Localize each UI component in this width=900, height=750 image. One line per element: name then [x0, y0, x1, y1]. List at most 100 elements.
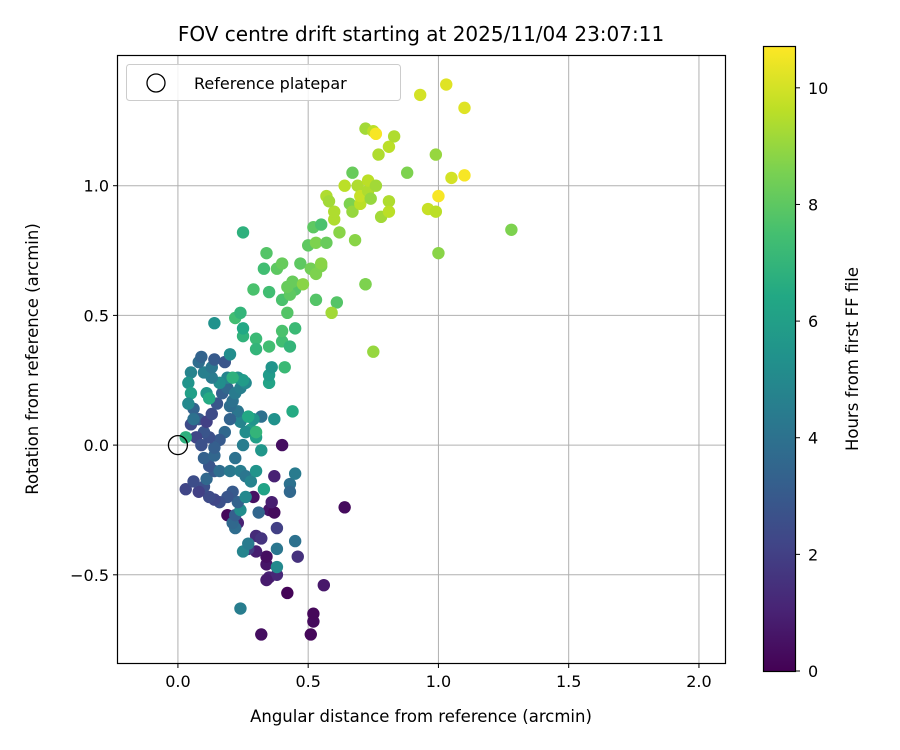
data-point [182, 397, 195, 410]
data-point [296, 278, 310, 291]
data-point [325, 306, 338, 320]
data-point [187, 412, 200, 426]
data-point [322, 195, 336, 208]
data-point [458, 169, 471, 182]
data-point [202, 392, 216, 405]
data-point [315, 257, 328, 270]
data-point [234, 602, 247, 615]
data-point [262, 285, 276, 299]
data-point [364, 192, 377, 205]
legend-box [126, 64, 401, 101]
data-point [328, 205, 341, 218]
data-point [346, 166, 359, 179]
colorbar-tick-label: 8 [808, 195, 818, 214]
data-point [260, 550, 273, 563]
data-point [229, 451, 242, 465]
data-point [286, 275, 299, 288]
chart-title: FOV centre drift starting at 2025/11/04 … [178, 22, 664, 46]
data-point [372, 148, 385, 161]
data-point [249, 332, 263, 345]
data-point [315, 218, 328, 231]
data-point [236, 226, 250, 239]
data-point [265, 495, 278, 509]
y-tick-label: 0.5 [84, 306, 109, 325]
data-point [291, 550, 304, 563]
data-point [223, 412, 237, 426]
data-point [317, 578, 331, 592]
data-point [268, 506, 281, 519]
data-point [346, 205, 359, 218]
data-point [309, 293, 323, 307]
data-point [288, 322, 302, 335]
data-point [445, 171, 458, 185]
data-point [382, 195, 396, 208]
data-point [239, 425, 252, 439]
data-point [505, 223, 518, 236]
data-point [195, 350, 208, 364]
data-point [367, 345, 380, 358]
plot-frame [116, 54, 727, 665]
data-point [244, 475, 258, 488]
data-point [260, 246, 273, 260]
x-tick-label: 2.0 [686, 672, 711, 691]
x-tick-label: 1.5 [556, 672, 581, 691]
data-point [432, 189, 445, 203]
data-point [236, 322, 250, 335]
data-point [432, 246, 445, 260]
data-point [359, 278, 372, 291]
data-point [275, 257, 289, 270]
colorbar-ticks: 0 2 4 6 8 10 [795, 79, 828, 681]
data-point [270, 560, 284, 574]
data-point [270, 521, 284, 535]
colorbar [762, 45, 797, 673]
y-tick-label: −0.5 [70, 566, 109, 585]
data-point [429, 205, 443, 218]
x-axis-label: Angular distance from reference (arcmin) [250, 707, 592, 726]
data-point [213, 464, 226, 478]
data-point [440, 78, 453, 91]
data-point [309, 236, 323, 249]
data-point [236, 438, 250, 452]
data-point [208, 441, 221, 454]
colorbar-label: Hours from first FF file [843, 267, 862, 451]
data-point [270, 542, 284, 556]
data-point [192, 485, 205, 498]
data-point [247, 283, 260, 296]
data-point [208, 353, 221, 366]
x-axis-ticks: 0.0 0.5 1.0 1.5 2.0 [165, 663, 712, 691]
data-point [400, 166, 414, 179]
data-point [281, 306, 294, 320]
data-point [252, 506, 265, 519]
colorbar-tick-label: 4 [808, 429, 818, 448]
x-tick-label: 0.0 [165, 672, 190, 691]
data-point [236, 374, 250, 387]
data-point [304, 628, 317, 641]
data-point [223, 464, 237, 478]
data-point [369, 179, 383, 192]
data-point [255, 444, 268, 457]
data-point [275, 438, 289, 452]
data-point [187, 475, 200, 488]
data-point [265, 361, 278, 374]
data-point [348, 233, 362, 247]
data-point [255, 628, 268, 641]
data-point [223, 348, 237, 361]
data-point [202, 490, 216, 504]
data-point [182, 376, 195, 390]
data-point [257, 483, 271, 496]
x-tick-label: 1.0 [426, 672, 451, 691]
data-point [195, 438, 208, 452]
data-point [255, 532, 268, 545]
data-point [184, 366, 198, 379]
data-point [382, 205, 396, 218]
data-point [281, 586, 294, 600]
colorbar-tick-label: 6 [808, 312, 818, 331]
data-point [242, 410, 255, 423]
reference-platepar-marker [167, 434, 189, 456]
data-point [413, 88, 427, 102]
data-point [208, 316, 221, 330]
data-point [286, 405, 299, 418]
legend: Reference platepar [126, 64, 401, 101]
data-point [283, 485, 297, 498]
data-point [338, 179, 351, 192]
